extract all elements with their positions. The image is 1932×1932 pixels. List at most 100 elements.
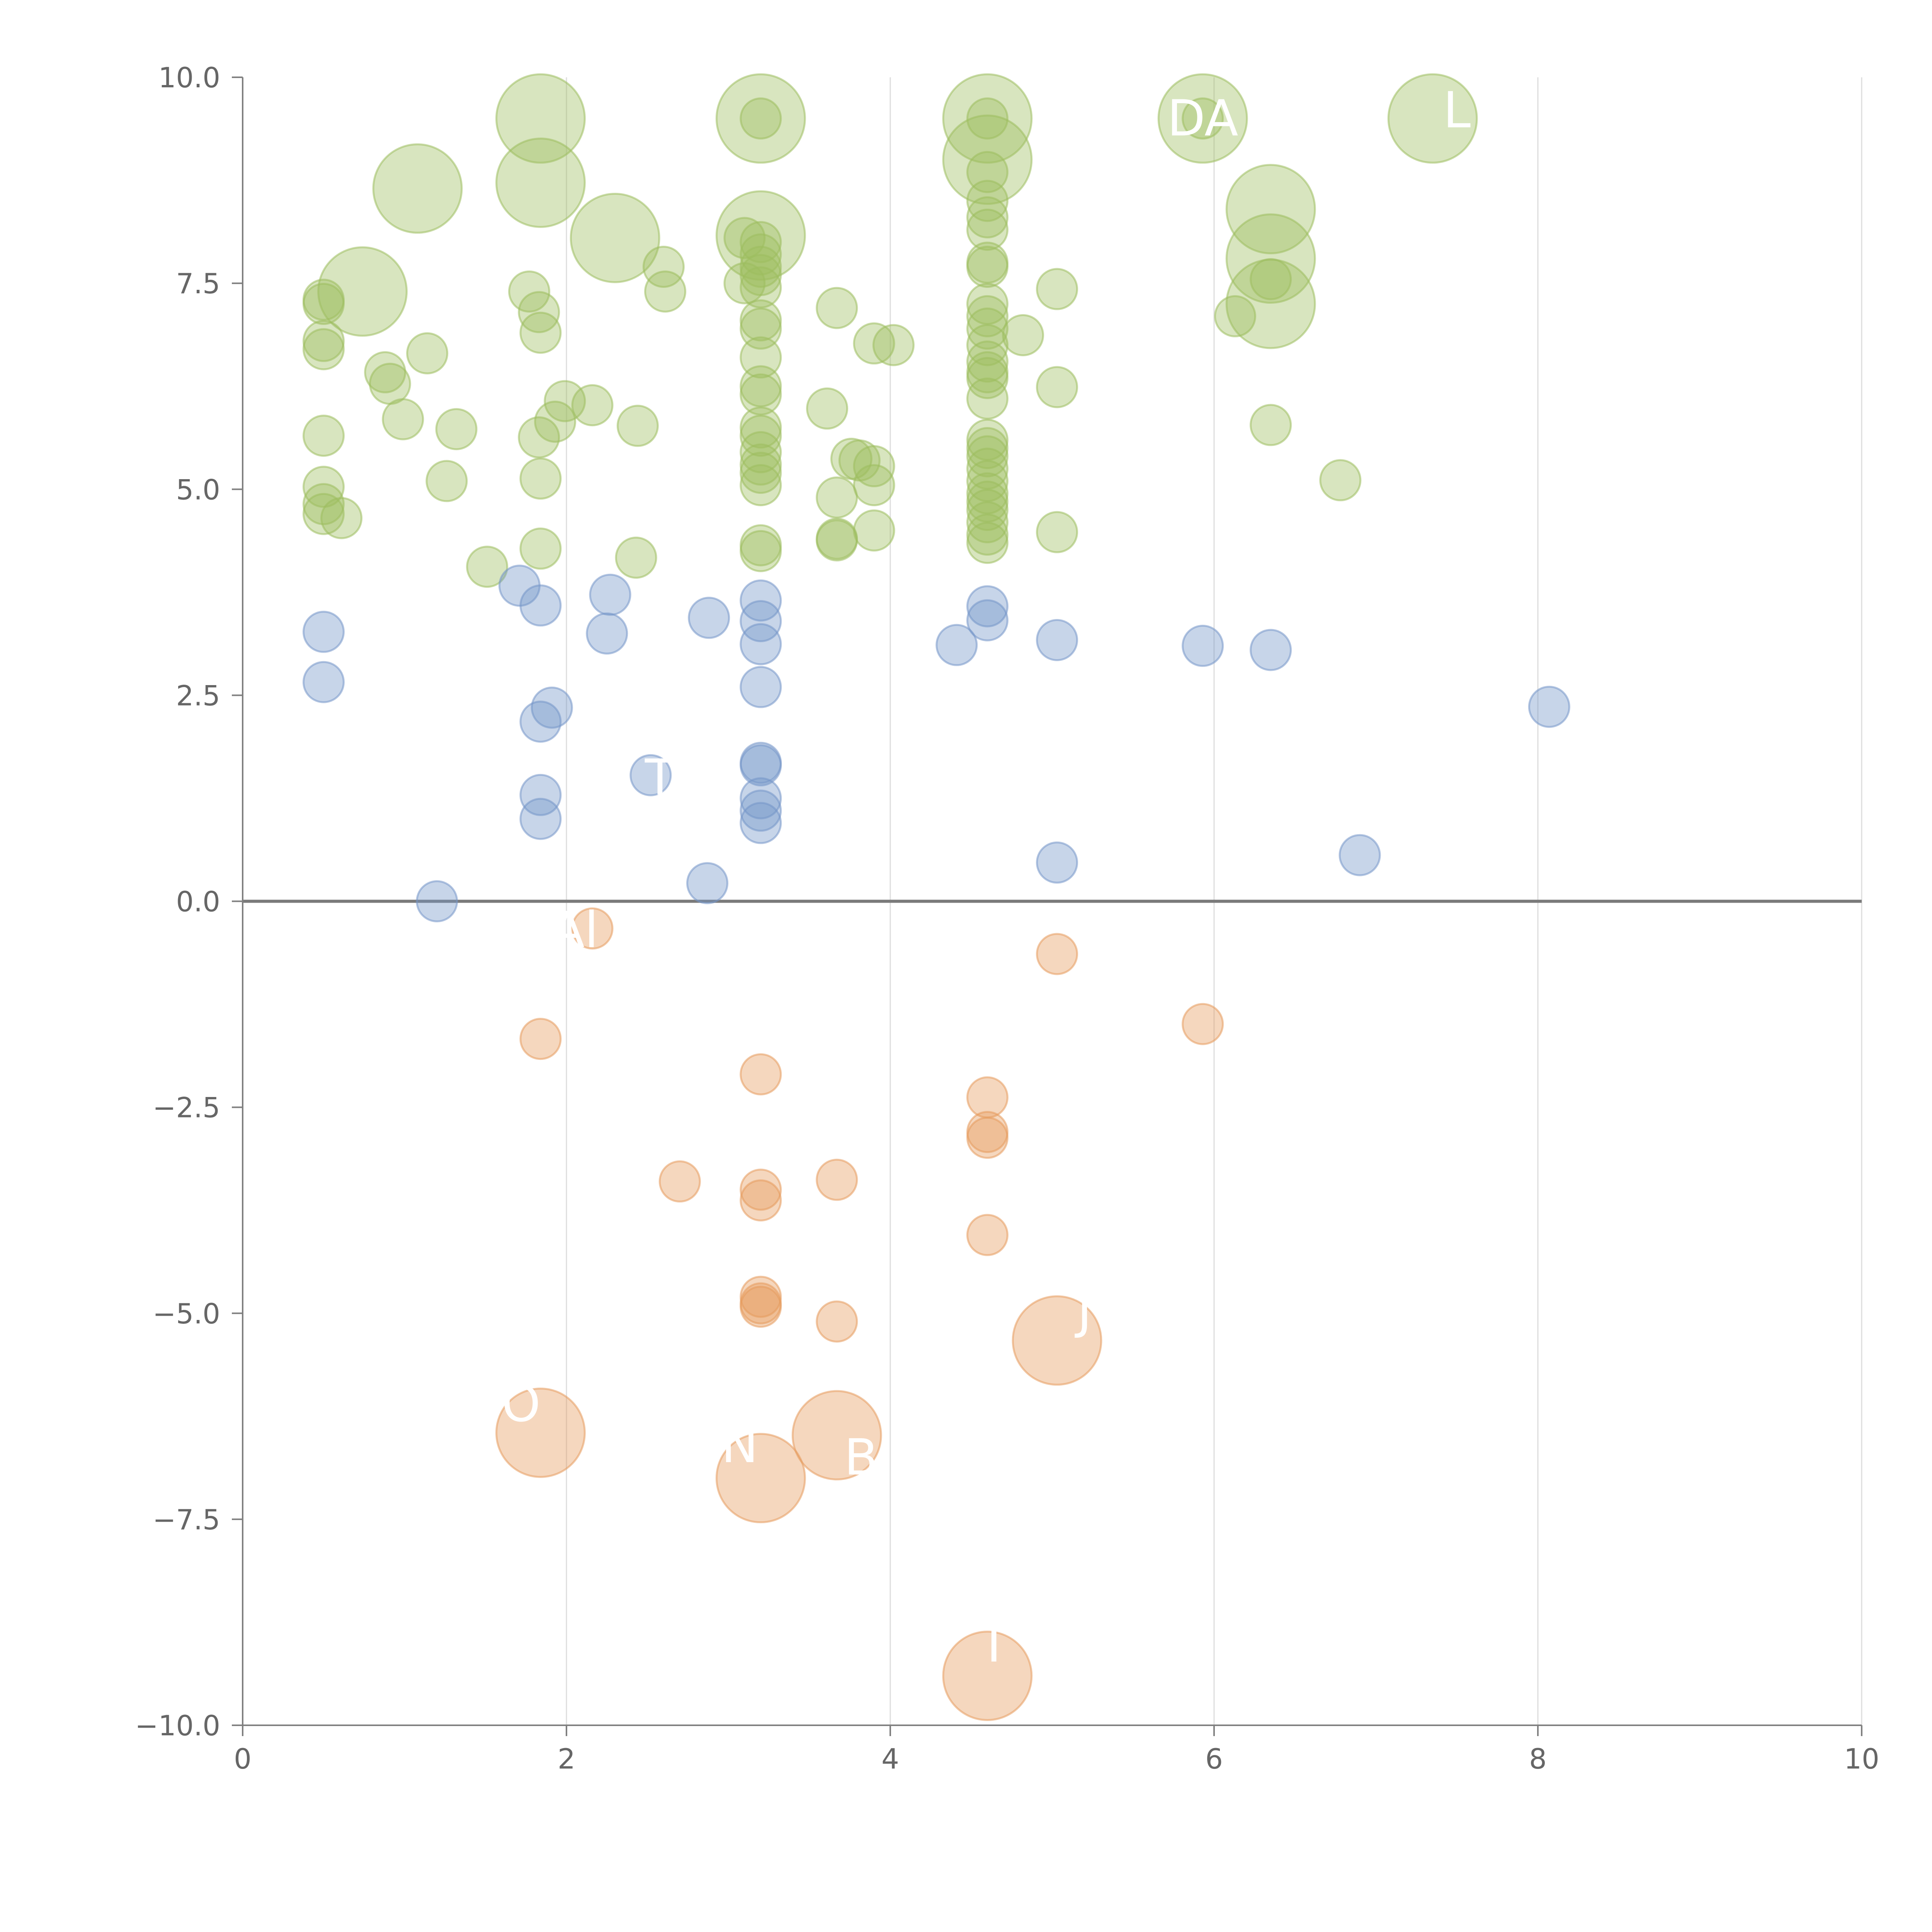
bubble-mid [1250,629,1292,671]
bubble-high [966,151,1009,193]
bubble-high [966,435,1009,478]
y-tick-label: 0.0 [176,886,220,918]
bubble-high [966,245,1009,288]
bubble-high [942,114,1033,205]
bubble-high [616,405,659,447]
bubble-low [966,1214,1009,1256]
bubble-annotation: J [1075,1282,1092,1340]
bubble-low [571,907,614,950]
bubble-high [364,351,406,393]
y-tick-label: −10.0 [135,1709,220,1742]
bubble-high [853,464,895,507]
bubble-low [740,1286,782,1328]
bubble-high [715,73,806,164]
bubble-mid [740,666,782,708]
bubble-high [534,400,577,443]
bubble-high [303,483,345,526]
x-tick-label: 2 [558,1743,575,1775]
bubble-high [571,384,614,427]
bubble-high [495,73,586,164]
bubble-high [544,380,586,422]
bubble-high [466,546,509,588]
bubble-high [519,311,562,354]
bubble-high [642,245,685,288]
bubble-high [1250,404,1292,446]
bubble-high [966,209,1009,251]
bubble-high [1036,511,1078,553]
bubble-high [816,476,858,519]
y-tick-label: −7.5 [153,1503,220,1536]
bubble-high [966,378,1009,420]
bubble-high [740,464,782,507]
bubble-high [740,452,782,494]
bubble-low [519,1018,562,1060]
bubble-low [740,1053,782,1095]
bubble-annotation: Al [551,901,598,959]
bubble-high [369,362,411,405]
bubble-high [644,270,687,313]
bubble-mid [519,774,562,816]
x-tick-label: 8 [1529,1743,1547,1775]
bubble-low [740,1168,782,1211]
bubble-mid [589,573,631,616]
bubble-high [1157,73,1248,164]
bubble-high [508,270,551,313]
bubble-high [1225,259,1316,349]
bubble-high [495,138,586,228]
bubble-high [740,221,782,263]
y-tick-label: 5.0 [176,473,220,506]
bubble-high [1225,164,1316,255]
bubble-high [406,332,449,374]
bubble-mid [966,585,1009,628]
bubble-high [966,447,1009,490]
bubble-mid [629,754,672,796]
bubble-high [1214,295,1256,337]
bubble-low [966,1117,1009,1159]
bubble-mid [1036,619,1078,661]
bubble-mid [519,584,562,627]
bubble-mid [966,599,1009,641]
bubble-high [1319,459,1362,502]
bubble-high [966,340,1009,383]
bubble-high [966,282,1009,325]
bubble-layer [303,73,1570,1721]
bubble-high [372,143,463,234]
bubble-high [518,416,560,459]
bubble-annotation: N [721,1417,758,1474]
bubble-high [615,536,657,579]
bubble-low [658,1160,701,1203]
bubble-high [1036,366,1078,408]
bubble-mid [303,661,345,703]
bubble-high [816,519,858,561]
bubble-high [303,415,345,457]
bubble-high [303,493,345,535]
bubble-high [1036,268,1078,310]
bubble-high [519,527,562,570]
bubble-high [966,489,1009,531]
bubble-high [740,266,782,309]
x-tick-label: 10 [1844,1743,1879,1775]
bubble-high [816,287,858,329]
bubble-mid [519,798,562,840]
bubble-low [1182,1003,1224,1045]
bubble-high [303,282,345,325]
bubble-high [966,295,1009,337]
bubble-mid [935,624,978,666]
bubble-mid [740,789,782,832]
bubble-high [740,97,782,140]
bubble-mid [1338,834,1381,876]
bubble-high [872,324,915,366]
bubble-mid [740,777,782,820]
bubble-mid [688,597,730,639]
bubble-mid [531,686,573,729]
x-tick-label: 0 [234,1743,252,1775]
bubble-low [495,1388,586,1478]
bubble-low [1012,1295,1102,1386]
bubble-high [853,509,895,552]
bubble-mid [519,701,562,743]
bubble-high [1002,314,1044,356]
bubble-high [966,180,1009,222]
bubble-high [723,262,766,304]
y-tick-label: 10.0 [158,61,220,94]
